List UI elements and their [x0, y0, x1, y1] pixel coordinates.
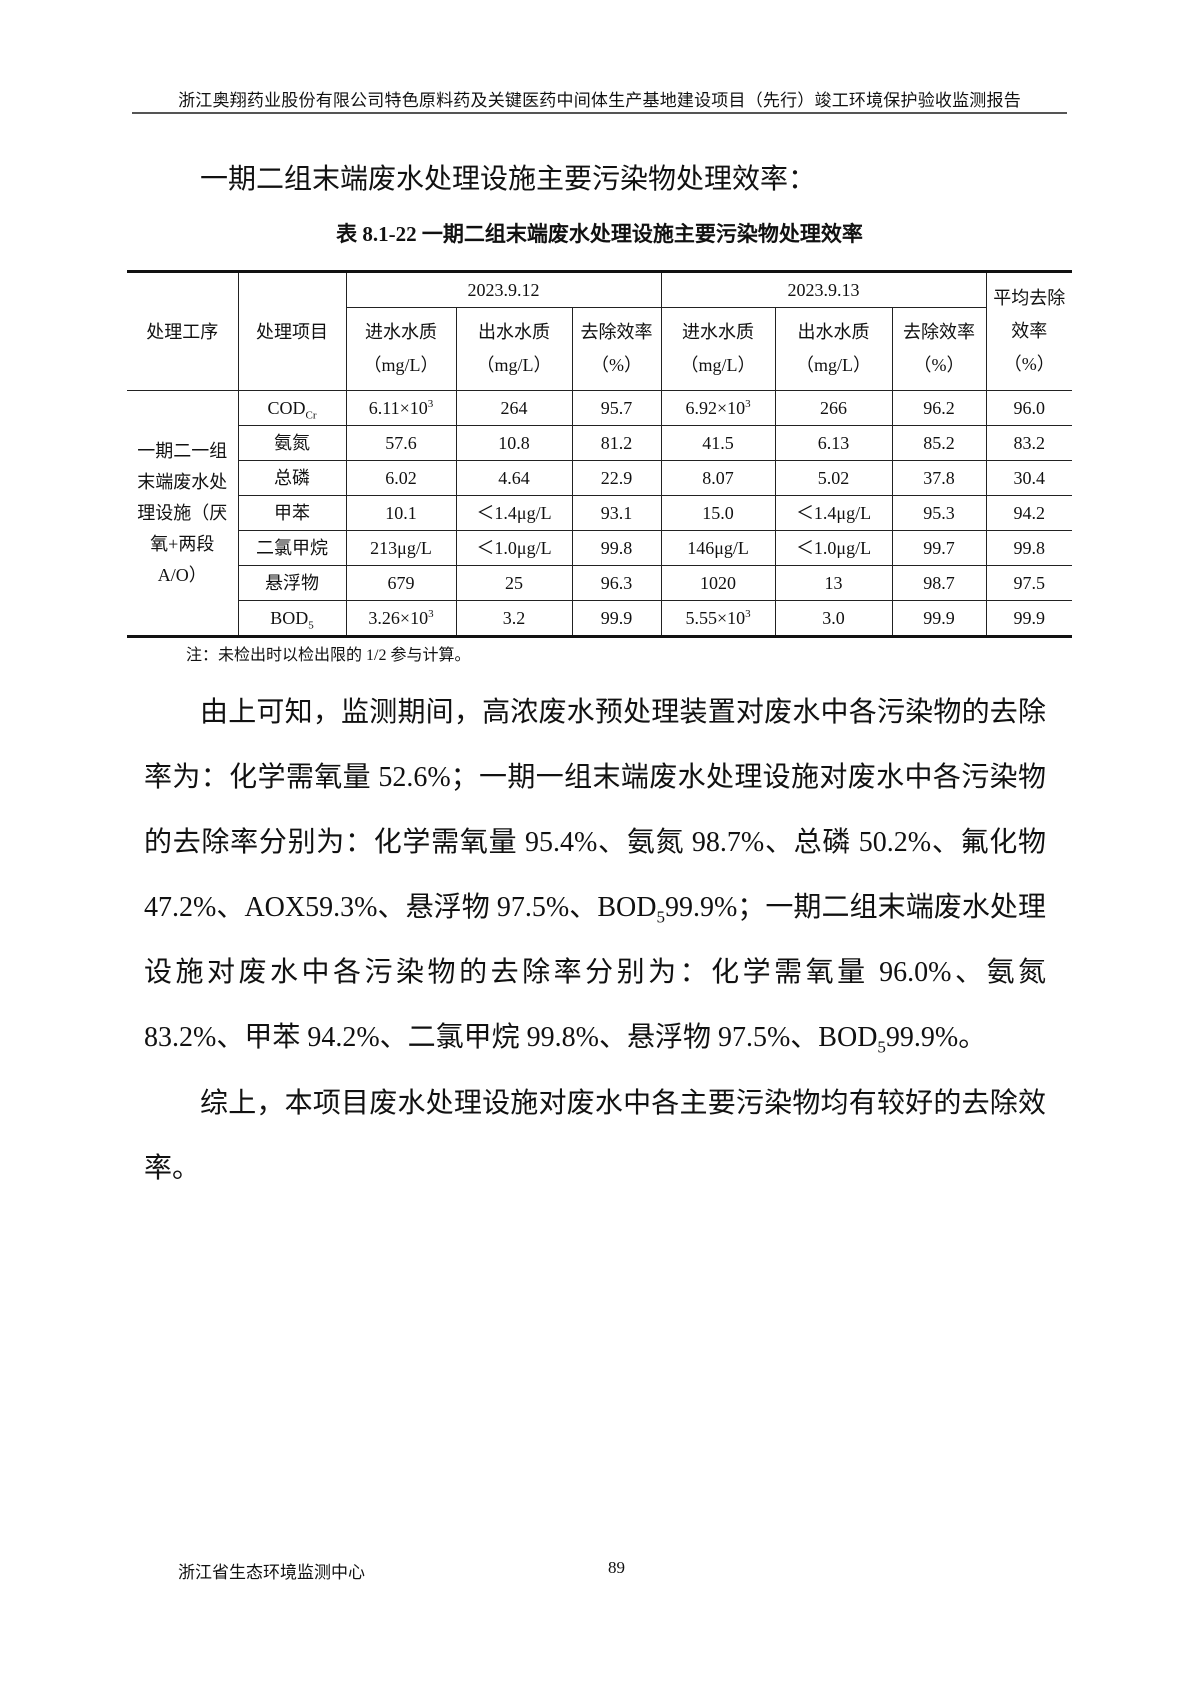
table-row: BOD5 3.26×103 3.2 99.9 5.55×103 3.0 99.9 99.9: [127, 600, 1073, 637]
average-efficiency: 99.8: [985, 530, 1073, 566]
influent-1: 679: [345, 565, 457, 601]
average-efficiency: 96.0: [985, 390, 1073, 426]
average-efficiency: 83.2: [985, 425, 1073, 461]
efficiency-1: 81.2: [571, 425, 662, 461]
influent-2: 8.07: [660, 460, 776, 496]
subheader-3: 进水水质（mg/L）: [660, 307, 776, 391]
item-cell: CODCr: [237, 390, 347, 426]
effluent-1: 3.2: [455, 600, 573, 637]
influent-2: 1020: [660, 565, 776, 601]
item-cell: 氨氮: [238, 425, 347, 461]
efficiency-1: 99.9: [571, 600, 662, 637]
efficiency-2: 96.2: [891, 390, 987, 426]
average-efficiency: 97.5: [985, 565, 1073, 601]
table-row: 甲苯 10.1 ＜1.4μg/L 93.1 15.0 ＜1.4μg/L 95.3 94.2: [127, 495, 1073, 531]
header-item: 处理项目: [237, 271, 347, 391]
effluent-1: 10.8: [455, 425, 573, 461]
influent-1: 213μg/L: [345, 530, 457, 566]
table-caption: 表 8.1-22 一期二组末端废水处理设施主要污染物处理效率: [336, 222, 863, 246]
efficiency-1: 99.8: [571, 530, 662, 566]
influent-2: 5.55×103: [660, 600, 776, 637]
body-paragraph: 综上，本项目废水处理设施对废水中各主要污染物均有较好的去除效率。: [144, 1088, 1046, 1184]
header-divider: [132, 112, 1067, 114]
effluent-2: 6.13: [774, 425, 893, 461]
header-date-2: 2023.9.13: [660, 271, 987, 308]
process-name-cell: 一期二一组末端废水处理设施（厌氧+两段A/O）: [127, 390, 239, 637]
header-process: 处理工序: [127, 271, 239, 391]
influent-1: 57.6: [345, 425, 457, 461]
item-cell: 二氯甲烷: [238, 530, 347, 566]
header-average-efficiency: 平均去除效率（%）: [985, 271, 1073, 391]
efficiency-1: 96.3: [571, 565, 662, 601]
average-efficiency: 99.9: [985, 600, 1073, 637]
footer-organization: 浙江省生态环境监测中心: [178, 1563, 365, 1582]
effluent-2: ＜1.4μg/L: [774, 495, 893, 531]
item-cell: 悬浮物: [238, 565, 347, 601]
efficiency-1: 93.1: [571, 495, 662, 531]
subheader-2: 去除效率（%）: [571, 307, 662, 391]
effluent-1: ＜1.4μg/L: [455, 495, 573, 531]
effluent-1: ＜1.0μg/L: [455, 530, 573, 566]
efficiency-2: 98.7: [891, 565, 987, 601]
influent-1: 6.11×103: [345, 390, 457, 426]
influent-2: 15.0: [660, 495, 776, 531]
efficiency-2: 99.7: [891, 530, 987, 566]
section-heading: 一期二组末端废水处理设施主要污染物处理效率：: [200, 164, 817, 195]
effluent-2: 5.02: [774, 460, 893, 496]
effluent-2: 266: [774, 390, 893, 426]
table-row: 二氯甲烷 213μg/L ＜1.0μg/L 99.8 146μg/L ＜1.0μg/L 99…: [127, 530, 1073, 566]
efficiency-2: 95.3: [891, 495, 987, 531]
effluent-2: 13: [774, 565, 893, 601]
influent-1: 6.02: [345, 460, 457, 496]
page-number: 89: [608, 1558, 625, 1577]
item-cell: 总磷: [238, 460, 347, 496]
efficiency-2: 37.8: [891, 460, 987, 496]
influent-2: 41.5: [660, 425, 776, 461]
efficiency-2: 85.2: [891, 425, 987, 461]
influent-1: 10.1: [345, 495, 457, 531]
table-row: 总磷 6.02 4.64 22.9 8.07 5.02 37.8 30.4: [127, 460, 1073, 496]
subheader-1: 出水水质（mg/L）: [455, 307, 573, 391]
table-note: 注：未检出时以检出限的 1/2 参与计算。: [186, 647, 471, 664]
average-efficiency: 94.2: [985, 495, 1073, 531]
item-cell: BOD5: [238, 600, 347, 637]
effluent-1: 25: [455, 565, 573, 601]
effluent-2: ＜1.0μg/L: [774, 530, 893, 566]
efficiency-1: 22.9: [571, 460, 662, 496]
subheader-0: 进水水质（mg/L）: [346, 307, 457, 391]
table-row: 氨氮 57.6 10.8 81.2 41.5 6.13 85.2 83.2: [127, 425, 1073, 461]
running-header: 浙江奥翔药业股份有限公司特色原料药及关键医药中间体生产基地建设项目（先行）竣工环…: [178, 91, 1021, 110]
efficiency-1: 95.7: [571, 390, 662, 426]
effluent-1: 264: [455, 390, 573, 426]
effluent-1: 4.64: [455, 460, 573, 496]
table-row: 一期二一组末端废水处理设施（厌氧+两段A/O） CODCr 6.11×103 264 9…: [127, 390, 1073, 637]
influent-2: 146μg/L: [660, 530, 776, 566]
influent-2: 6.92×103: [660, 390, 776, 426]
effluent-2: 3.0: [774, 600, 893, 637]
average-efficiency: 30.4: [985, 460, 1073, 496]
efficiency-table: 处理工序 处理项目 2023.9.12 2023.9.13 平均去除效率（%） …: [127, 270, 1073, 638]
efficiency-2: 99.9: [891, 600, 987, 637]
subheader-5: 去除效率（%）: [891, 307, 987, 391]
subheader-4: 出水水质（mg/L）: [774, 307, 893, 391]
header-date-1: 2023.9.12: [345, 271, 662, 308]
influent-1: 3.26×103: [345, 600, 457, 637]
body-paragraph: 由上可知，监测期间，高浓废水预处理装置对废水中各污染物的去除率为：化学需氧量 5…: [144, 697, 1046, 1057]
table-row: 悬浮物 679 25 96.3 1020 13 98.7 97.5: [127, 565, 1073, 601]
item-cell: 甲苯: [238, 495, 347, 531]
